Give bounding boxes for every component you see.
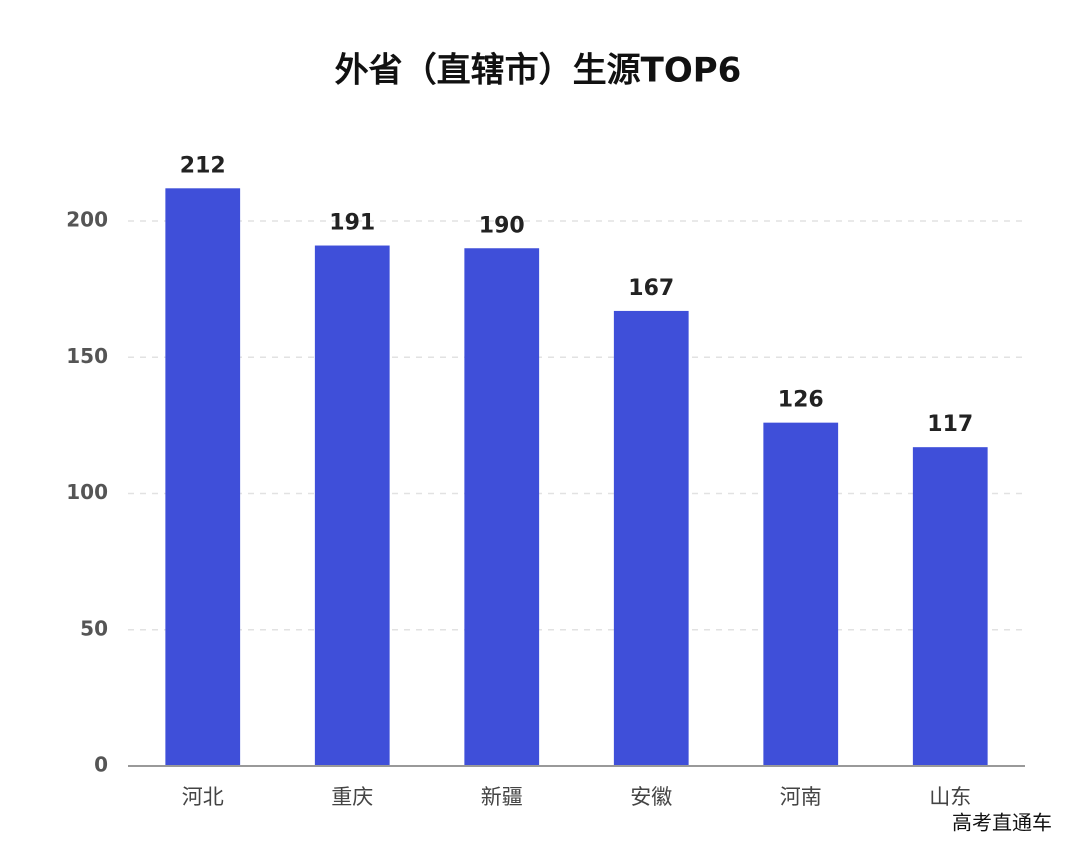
y-tick-label: 200	[66, 208, 108, 232]
bar	[912, 447, 988, 766]
bar	[314, 245, 390, 766]
value-label: 117	[927, 412, 973, 437]
value-label: 191	[329, 211, 375, 236]
chart-title: 外省（直辖市）生源TOP6	[335, 51, 742, 91]
watermark: 高考直通车	[952, 811, 1052, 835]
x-tick-label: 山东	[929, 785, 971, 809]
bar	[613, 310, 689, 766]
y-tick-label: 0	[94, 753, 108, 777]
x-tick-label: 重庆	[331, 785, 373, 809]
x-tick-label: 新疆	[481, 785, 523, 809]
value-label: 212	[180, 153, 226, 178]
bar	[763, 422, 839, 766]
x-tick-label: 安徽	[630, 785, 672, 809]
y-tick-label: 150	[66, 344, 108, 368]
x-tick-label: 河北	[182, 785, 224, 809]
value-label: 167	[628, 276, 674, 301]
y-tick-label: 50	[80, 616, 108, 640]
bar	[165, 188, 241, 767]
value-label: 126	[778, 388, 824, 413]
y-tick-label: 100	[66, 480, 108, 504]
value-label: 190	[479, 213, 525, 238]
bar	[464, 248, 540, 766]
x-tick-label: 河南	[780, 785, 822, 809]
